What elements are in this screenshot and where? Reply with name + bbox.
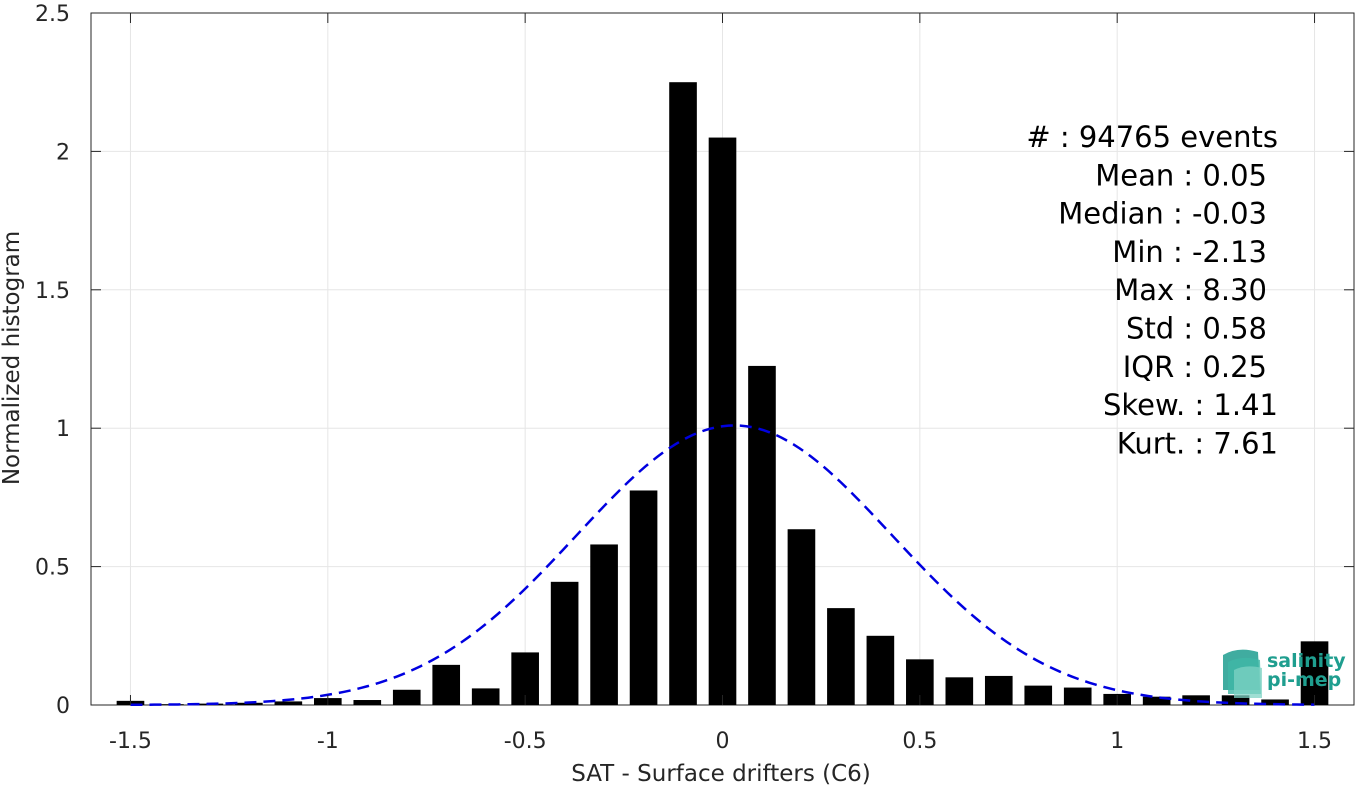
histogram-bar-12 (590, 544, 618, 705)
histogram-bar-15 (708, 137, 737, 705)
y-tick-label-3: 1.5 (35, 279, 70, 304)
logo-line2: pi-mep (1267, 669, 1341, 691)
salinity-pi-mep-logo: salinity pi-mep (1223, 649, 1346, 698)
y-tick-label-4: 2 (56, 140, 70, 165)
histogram-bar-21 (945, 677, 974, 705)
y-tick-label-5: 2.5 (35, 2, 70, 27)
histogram-bar-11 (550, 581, 579, 705)
y-axis-label: Normalized histogram (0, 231, 25, 485)
histogram-bars (116, 82, 1329, 705)
histogram-bar-30 (1300, 641, 1329, 705)
axis-ticks (91, 12, 1354, 706)
histogram-bar-18 (827, 608, 855, 705)
x-tick-label-6: 1.5 (1297, 729, 1332, 754)
stat-line-6: IQR : 0.25 (1123, 350, 1267, 384)
histogram-bar-4 (274, 701, 303, 705)
histogram-bar-8 (432, 664, 461, 705)
histogram-bar-19 (866, 635, 895, 705)
y-tick-labels: 0 0.5 1 1.5 2 2.5 (35, 2, 70, 719)
histogram-bar-3 (235, 702, 263, 705)
y-tick-label-0: 0 (56, 694, 70, 719)
y-tick-label-1: 0.5 (35, 556, 70, 581)
stat-line-2: Median : -0.03 (1058, 197, 1267, 231)
histogram-bar-24 (1063, 687, 1092, 705)
x-tick-labels: -1.5 -1 -0.5 0 0.5 1 1.5 (109, 729, 1332, 754)
wave-icon (1223, 649, 1262, 698)
histogram-bar-14 (669, 82, 697, 705)
stat-line-7: Skew. : 1.41 (1103, 388, 1278, 422)
stat-line-4: Max : 8.30 (1114, 273, 1267, 307)
histogram-bar-28 (1221, 695, 1250, 705)
x-tick-label-5: 1 (1110, 729, 1124, 754)
y-tick-label-2: 1 (56, 417, 70, 442)
stat-line-5: Std : 0.58 (1126, 312, 1267, 346)
statistics-annotation: # : 94765 events Mean : 0.05 Median : -0.0… (1026, 120, 1278, 460)
histogram-bar-16 (748, 365, 776, 705)
x-tick-label-4: 0.5 (902, 729, 937, 754)
histogram-bar-9 (471, 688, 500, 705)
x-tick-label-0: -1.5 (109, 729, 152, 754)
stat-line-0: # : 94765 events (1026, 120, 1278, 154)
histogram-bar-7 (392, 689, 421, 705)
normal-fit-curve (130, 424, 1315, 707)
histogram-bar-6 (353, 700, 382, 705)
stat-line-8: Kurt. : 7.61 (1117, 426, 1278, 460)
x-tick-label-2: -0.5 (504, 729, 547, 754)
stat-line-3: Min : -2.13 (1112, 235, 1267, 269)
histogram-bar-27 (1182, 695, 1210, 705)
stat-line-1: Mean : 0.05 (1095, 158, 1267, 192)
x-axis-label: SAT - Surface drifters (C6) (571, 761, 871, 785)
histogram-bar-29 (1261, 699, 1289, 705)
logo-line1: salinity (1267, 650, 1346, 672)
histogram-bar-23 (1024, 685, 1053, 705)
histogram-bar-22 (984, 675, 1013, 705)
histogram-bar-17 (787, 529, 816, 705)
x-tick-label-3: 0 (716, 729, 730, 754)
x-tick-label-1: -1 (317, 729, 339, 754)
fit-curve-path (130, 424, 1315, 707)
histogram-bar-26 (1142, 696, 1171, 705)
histogram-bar-13 (629, 490, 658, 705)
